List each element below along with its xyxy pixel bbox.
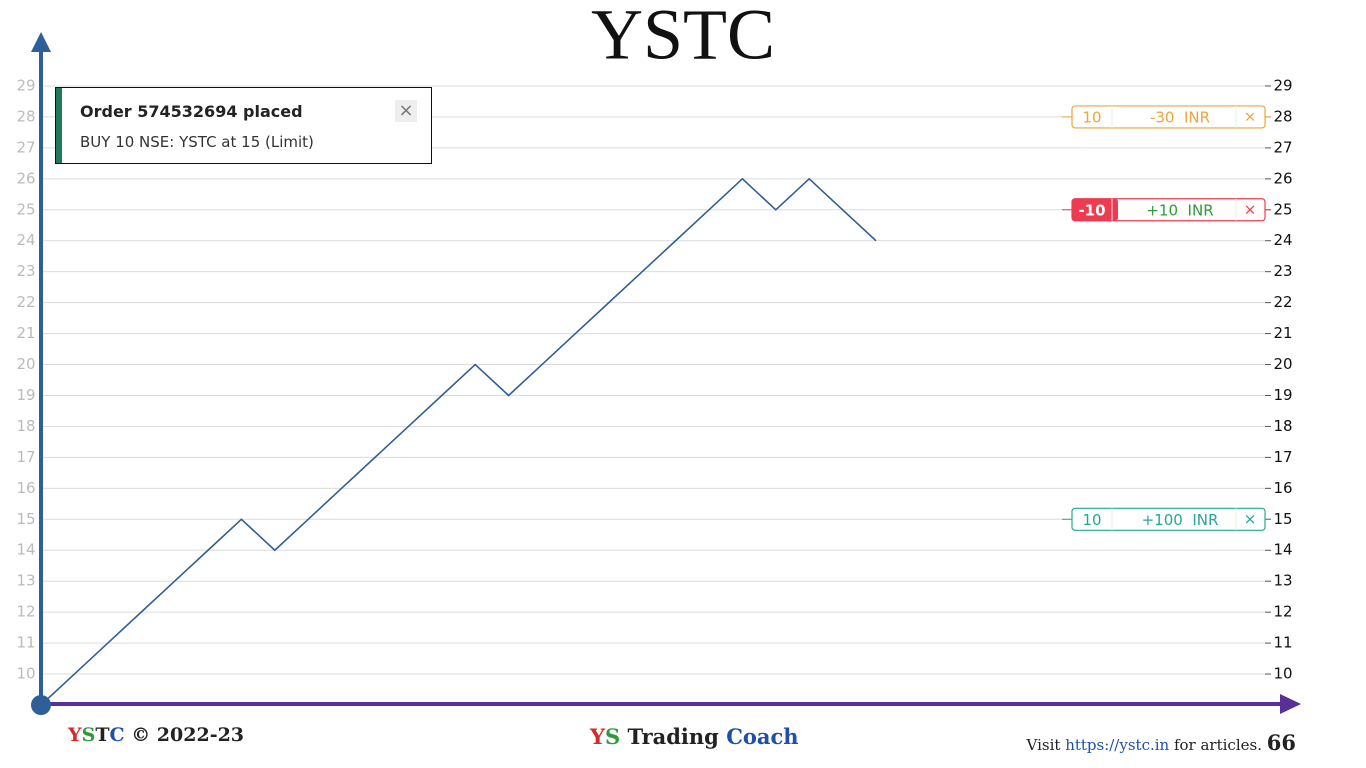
y2-tick-label: 23	[1273, 262, 1292, 280]
y2-tick-label: 21	[1273, 324, 1292, 342]
y-tick-label: 25	[16, 200, 35, 218]
y-tick-label: 28	[16, 107, 35, 125]
y-tick-label: 29	[16, 76, 35, 94]
order-qty: 10	[1082, 511, 1101, 529]
toast-close[interactable]: ×	[395, 100, 417, 122]
y2-tick-label: 18	[1273, 417, 1292, 435]
y-tick-label: 13	[16, 572, 35, 590]
brand: Trading	[620, 724, 727, 749]
y-tick-label: 16	[16, 479, 35, 497]
y-tick-label: 27	[16, 138, 35, 156]
toast: Order 574532694 placed BUY 10 NSE: YSTC …	[55, 87, 432, 164]
x-axis-arrow	[1280, 694, 1301, 714]
y2-tick-label: 27	[1273, 138, 1292, 156]
y2-tick-label: 14	[1273, 541, 1292, 559]
y2-tick-label: 25	[1273, 200, 1292, 218]
brand: Coach	[726, 724, 799, 749]
y2-tick-label: 28	[1273, 107, 1292, 125]
y2-tick-label: 15	[1273, 510, 1292, 528]
y-tick-label: 12	[16, 603, 35, 621]
line	[40, 177, 877, 706]
y-tick-label: 21	[16, 324, 35, 342]
link[interactable]: https://ystc.in	[1065, 736, 1170, 754]
y2-tick-label: 20	[1273, 355, 1292, 373]
footer-center: YS Trading Coach	[590, 724, 799, 749]
logo-letter: T	[95, 724, 110, 746]
order-close[interactable]: ×	[1244, 107, 1257, 125]
y2-tick-label: 13	[1273, 572, 1292, 590]
y2-tick-label: 12	[1273, 603, 1292, 621]
y-tick-label: 18	[16, 417, 35, 435]
order-qty-bg	[1072, 198, 1118, 221]
toast-accent	[56, 88, 62, 163]
order-pnl: +10 INR	[1146, 201, 1213, 219]
y-tick-label: 17	[16, 448, 35, 466]
y2-tick-label: 17	[1273, 448, 1292, 466]
y2-tick-label: 26	[1273, 169, 1292, 187]
y-tick-label: 24	[16, 231, 35, 249]
logo-letter: Y	[590, 724, 605, 749]
logo-letter: C	[109, 724, 125, 746]
y2-tick-label: 29	[1273, 76, 1292, 94]
y2-tick-label: 24	[1273, 231, 1292, 249]
order-pnl: +100 INR	[1142, 511, 1219, 529]
y2-tick-label: 10	[1273, 665, 1292, 683]
footer-right: Visit https://ystc.in for articles. 66	[1027, 730, 1296, 755]
logo-letter: S	[81, 724, 96, 746]
y-tick-label: 23	[16, 262, 35, 280]
y2-tick-label: 11	[1273, 634, 1292, 652]
toast-title: Order 574532694 placed	[80, 102, 303, 121]
y2-tick-label: 16	[1273, 479, 1292, 497]
y2-tick-label: 19	[1273, 386, 1292, 404]
toast-message: BUY 10 NSE: YSTC at 15 (Limit)	[80, 133, 314, 151]
order-qty: 10	[1082, 108, 1101, 126]
footer-text: Visit	[1026, 736, 1066, 754]
logo-letter: S	[605, 724, 621, 749]
y-tick-label: 15	[16, 510, 35, 528]
y-tick-label: 10	[16, 665, 35, 683]
y-tick-label: 14	[16, 541, 35, 559]
order-qty: -10	[1078, 201, 1105, 219]
y-tick-label: 26	[16, 169, 35, 187]
y2-tick-label: 22	[1273, 293, 1292, 311]
origin	[31, 695, 51, 715]
chart-title: YSTC	[591, 0, 775, 75]
copyright: © 2022-23	[124, 724, 245, 746]
y-tick-label: 20	[16, 355, 35, 373]
footer-left: YSTC © 2022-23	[68, 724, 244, 746]
y-tick-label: 11	[16, 634, 35, 652]
footer-text: for articles.	[1169, 736, 1262, 754]
page-number: 66	[1266, 730, 1296, 755]
order-close[interactable]: ×	[1244, 510, 1257, 528]
order-pnl: -30 INR	[1150, 108, 1210, 126]
y-tick-label: 19	[16, 386, 35, 404]
y-tick-label: 22	[16, 293, 35, 311]
order-close[interactable]: ×	[1244, 200, 1257, 218]
y-axis-arrow	[31, 32, 51, 52]
logo-letter: Y	[68, 724, 82, 746]
